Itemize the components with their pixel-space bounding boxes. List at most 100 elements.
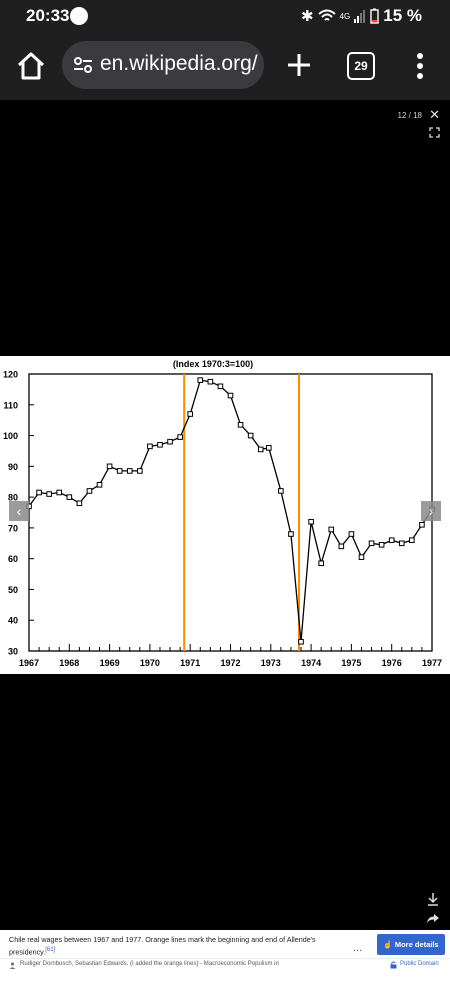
x-tick-label: 1975: [341, 658, 361, 668]
y-tick-label: 30: [8, 647, 18, 657]
fullscreen-icon[interactable]: [429, 127, 440, 138]
x-tick-label: 1972: [220, 658, 240, 668]
status-time: 20:33: [26, 6, 70, 25]
more-menu-icon[interactable]: [410, 50, 430, 82]
previous-image-button[interactable]: ‹: [9, 501, 29, 521]
more-options-button[interactable]: ...: [353, 942, 363, 954]
y-tick-label: 90: [8, 462, 18, 472]
tab-switcher-button[interactable]: 29: [347, 52, 375, 80]
credit-row: Rudiger Dornbusch, Sebastian Edwards. (I…: [0, 958, 450, 972]
license-icon: [390, 961, 397, 969]
battery-percent: 15 %: [383, 6, 422, 25]
signal-icon: [354, 10, 366, 23]
x-tick-label: 1971: [180, 658, 200, 668]
y-tick-label: 100: [3, 431, 18, 441]
y-tick-label: 120: [3, 370, 18, 380]
data-point: [419, 522, 425, 528]
share-icon[interactable]: [426, 911, 440, 925]
data-point: [217, 383, 224, 390]
data-point: [237, 421, 244, 428]
data-point: [197, 377, 204, 383]
data-point: [106, 463, 113, 470]
site-settings-icon[interactable]: [72, 54, 94, 76]
status-icons: ✱ 4G 15 %: [301, 6, 422, 26]
x-tick-label: 1970: [140, 658, 160, 668]
user-icon: [9, 962, 16, 969]
notification-icon: [70, 7, 88, 25]
caption-body: Chile real wages between 1967 and 1977. …: [9, 935, 316, 957]
data-point: [338, 543, 345, 550]
status-bar: 20:33 ✱ 4G 15 %: [0, 0, 450, 32]
x-tick-label: 1973: [261, 658, 281, 668]
x-tick-label: 1974: [301, 658, 321, 668]
y-tick-label: 40: [8, 616, 18, 626]
more-details-button[interactable]: ☝ More details: [377, 934, 445, 955]
y-tick-label: 110: [3, 400, 18, 410]
data-point: [167, 438, 173, 445]
x-tick-label: 1968: [59, 658, 79, 668]
data-point: [46, 491, 52, 497]
plot-frame: [28, 373, 433, 652]
x-tick-label: 1969: [100, 658, 120, 668]
data-point: [207, 378, 214, 385]
image-counter: 12 / 18: [397, 111, 422, 120]
data-point: [278, 488, 284, 494]
data-point: [409, 537, 415, 543]
data-point: [147, 443, 153, 450]
wage-index-chart: 30 40 50 60 70 80 90 100 110 120 1967 1968 1969 1970 1…: [3, 359, 442, 668]
data-point: [298, 638, 304, 645]
y-tick-label: 80: [8, 493, 18, 503]
license-link[interactable]: Public Domain: [400, 961, 439, 967]
x-tick-label: 1967: [19, 658, 39, 668]
data-point: [368, 540, 375, 547]
data-point: [358, 554, 365, 560]
data-point: [318, 560, 324, 567]
x-tick-label: 1977: [422, 658, 442, 668]
data-point: [36, 489, 42, 496]
data-point: [378, 542, 385, 548]
caption-text: Chile real wages between 1967 and 1977. …: [9, 935, 339, 957]
download-icon[interactable]: [426, 892, 440, 906]
next-image-button[interactable]: ›: [421, 501, 441, 521]
browser-toolbar: en.wikipedia.org/ 29: [0, 32, 450, 100]
bluetooth-icon: ✱: [301, 8, 314, 25]
data-point: [126, 468, 133, 474]
address-bar[interactable]: en.wikipedia.org/: [62, 41, 264, 89]
data-point: [76, 500, 83, 507]
x-tick-label: 1976: [382, 658, 402, 668]
data-point: [388, 537, 395, 543]
network-label: 4G: [339, 11, 351, 21]
data-point: [257, 446, 264, 453]
data-point: [247, 432, 254, 439]
data-point: [308, 518, 314, 525]
chart-title: (Index 1970:3=100): [173, 359, 253, 369]
data-point: [177, 434, 183, 440]
credit-text: Rudiger Dornbusch, Sebastian Edwards. (I…: [20, 961, 279, 967]
data-point: [137, 468, 143, 474]
data-point: [348, 531, 355, 537]
data-point: [187, 411, 193, 417]
wifi-icon: [317, 9, 336, 21]
more-details-label: More details: [394, 940, 439, 949]
chart-image: 30 40 50 60 70 80 90 100 110 120 1967 1968 1969 1970 1…: [0, 356, 450, 674]
data-point: [66, 494, 73, 500]
data-point: [86, 488, 93, 494]
url-text: en.wikipedia.org/: [100, 52, 258, 75]
y-tick-label: 70: [8, 523, 18, 533]
series-line: [28, 379, 433, 642]
data-point: [398, 540, 405, 547]
data-point: [328, 526, 335, 533]
bottom-strip: [0, 971, 450, 1000]
close-icon[interactable]: ✕: [429, 107, 440, 122]
battery-icon: [370, 8, 379, 24]
new-tab-icon[interactable]: [282, 48, 316, 82]
data-point: [116, 468, 123, 474]
data-point: [227, 392, 234, 399]
y-tick-label: 60: [8, 554, 18, 564]
data-point: [56, 489, 63, 496]
caption-reference-link[interactable]: [61]: [45, 947, 56, 953]
data-point: [265, 445, 272, 451]
home-icon[interactable]: [14, 49, 48, 83]
data-point: [288, 531, 294, 537]
y-tick-label: 50: [8, 585, 18, 595]
